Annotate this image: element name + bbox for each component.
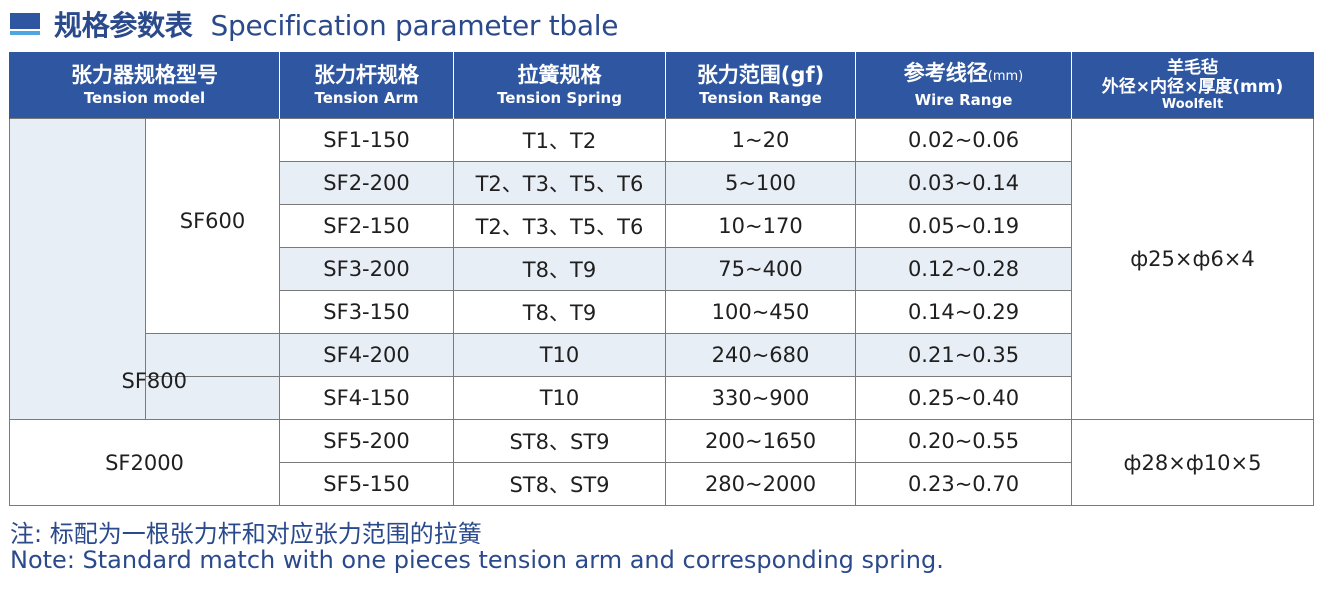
model-sf800-cell: SF800: [9, 118, 187, 420]
range-cell: 5~100: [665, 161, 856, 205]
header-spring: 拉簧规格 Tension Spring: [453, 52, 666, 119]
arm-cell: SF3-150: [279, 290, 454, 334]
table-row: SF3-200 T8、T9 75~400 0.12~0.28: [10, 247, 1314, 291]
model-sf2000-cell: SF2000: [9, 419, 280, 506]
model-sf800-ext: [145, 376, 280, 420]
arm-cell: SF5-150: [279, 462, 454, 506]
title-bar: 规格参数表 Specification parameter tbale: [10, 6, 618, 42]
model-sf600-label: SF600: [179, 209, 246, 233]
arm-cell: SF3-200: [279, 247, 454, 291]
wire-cell: 0.23~0.70: [855, 462, 1072, 506]
header-model-en: Tension model: [83, 89, 206, 107]
woolfelt-cell-2: ф28×ф10×5: [1071, 419, 1314, 506]
range-cell: 75~400: [665, 247, 856, 291]
model-sf2000-label: SF2000: [105, 450, 184, 475]
arm-cell: SF5-200: [279, 419, 454, 463]
wire-cell: 0.14~0.29: [855, 290, 1072, 334]
wire-cell: 0.03~0.14: [855, 161, 1072, 205]
woolfelt-value-1: ф25×ф6×4: [1130, 247, 1255, 271]
model-sf800-label: SF800: [121, 369, 188, 393]
table-row: SF5-150 ST8、ST9 280~2000 0.23~0.70: [10, 462, 1314, 506]
wire-cell: 0.05~0.19: [855, 204, 1072, 248]
range-cell: 100~450: [665, 290, 856, 334]
header-spring-cn: 拉簧规格: [517, 63, 602, 87]
wire-cell: 0.20~0.55: [855, 419, 1072, 463]
wire-cell: 0.12~0.28: [855, 247, 1072, 291]
header-spring-en: Tension Spring: [497, 89, 622, 107]
woolfelt-cell-1: ф25×ф6×4: [1071, 118, 1314, 420]
header-arm: 张力杆规格 Tension Arm: [279, 52, 454, 119]
title-square-icon: [10, 13, 40, 35]
spring-cell: T10: [453, 333, 666, 377]
arm-cell: SF4-200: [279, 333, 454, 377]
range-cell: 240~680: [665, 333, 856, 377]
header-woolfelt-en: Woolfelt: [1161, 96, 1224, 112]
note-en: Note: Standard match with one pieces ten…: [10, 546, 944, 574]
header-wire: 参考线径(mm) Wire Range: [855, 52, 1072, 119]
range-cell: 330~900: [665, 376, 856, 420]
header-arm-en: Tension Arm: [314, 89, 419, 107]
wire-cell: 0.21~0.35: [855, 333, 1072, 377]
table-row: SF800 SF600 SF1-150 T1、T2 1~20 0.02~0.06…: [9, 118, 1314, 420]
arm-cell: SF1-150: [279, 118, 454, 162]
table-row: SF4-200 T10 240~680 0.21~0.35: [10, 333, 1314, 377]
arm-cell: SF2-150: [279, 204, 454, 248]
header-wire-cn-text: 参考线径: [903, 61, 988, 85]
spring-cell: ST8、ST9: [453, 462, 666, 506]
header-woolfelt-cn1: 羊毛毡: [1167, 57, 1218, 78]
spring-cell: T2、T3、T5、T6: [453, 204, 666, 248]
header-wire-en: Wire Range: [914, 91, 1013, 109]
header-model-cn: 张力器规格型号: [71, 63, 218, 87]
table-row: SF2-150 T2、T3、T5、T6 10~170 0.05~0.19: [10, 204, 1314, 248]
arm-cell: SF4-150: [279, 376, 454, 420]
header-woolfelt-cn2: 外径×内径×厚度(mm): [1101, 76, 1284, 97]
model-sf600-cell: SF600: [145, 118, 280, 334]
table-row: SF2000 SF5-200 ST8、ST9 200~1650 0.20~0.5…: [9, 419, 1314, 506]
header-range-cn: 张力范围(gf): [696, 63, 825, 87]
header-wire-cn: 参考线径(mm): [856, 60, 1071, 90]
wire-cell: 0.25~0.40: [855, 376, 1072, 420]
range-cell: 1~20: [665, 118, 856, 162]
table-header-row: 张力器规格型号 Tension model 张力杆规格 Tension Arm …: [9, 52, 1314, 119]
page-title-cn: 规格参数表: [54, 9, 193, 42]
spring-cell: ST8、ST9: [453, 419, 666, 463]
range-cell: 280~2000: [665, 462, 856, 506]
arm-cell: SF2-200: [279, 161, 454, 205]
spring-cell: T1、T2: [453, 118, 666, 162]
spec-table: 张力器规格型号 Tension model 张力杆规格 Tension Arm …: [9, 52, 1314, 506]
spring-cell: T8、T9: [453, 290, 666, 334]
header-woolfelt: 羊毛毡 外径×内径×厚度(mm) Woolfelt: [1071, 52, 1314, 119]
header-model: 张力器规格型号 Tension model: [9, 52, 280, 119]
table-row: SF2-200 T2、T3、T5、T6 5~100 0.03~0.14: [10, 161, 1314, 205]
range-cell: 10~170: [665, 204, 856, 248]
woolfelt-value-2: ф28×ф10×5: [1123, 450, 1262, 475]
wire-cell: 0.02~0.06: [855, 118, 1072, 162]
spring-cell: T2、T3、T5、T6: [453, 161, 666, 205]
spring-cell: T8、T9: [453, 247, 666, 291]
header-range: 张力范围(gf) Tension Range: [665, 52, 856, 119]
range-cell: 200~1650: [665, 419, 856, 463]
header-arm-cn: 张力杆规格: [314, 63, 419, 87]
page-title: 规格参数表 Specification parameter tbale: [54, 4, 618, 44]
page-title-en: Specification parameter tbale: [210, 9, 619, 42]
header-range-en: Tension Range: [699, 89, 822, 107]
note-cn: 注: 标配为一根张力杆和对应张力范围的拉簧: [10, 520, 482, 548]
header-wire-unit: (mm): [987, 69, 1024, 84]
spring-cell: T10: [453, 376, 666, 420]
